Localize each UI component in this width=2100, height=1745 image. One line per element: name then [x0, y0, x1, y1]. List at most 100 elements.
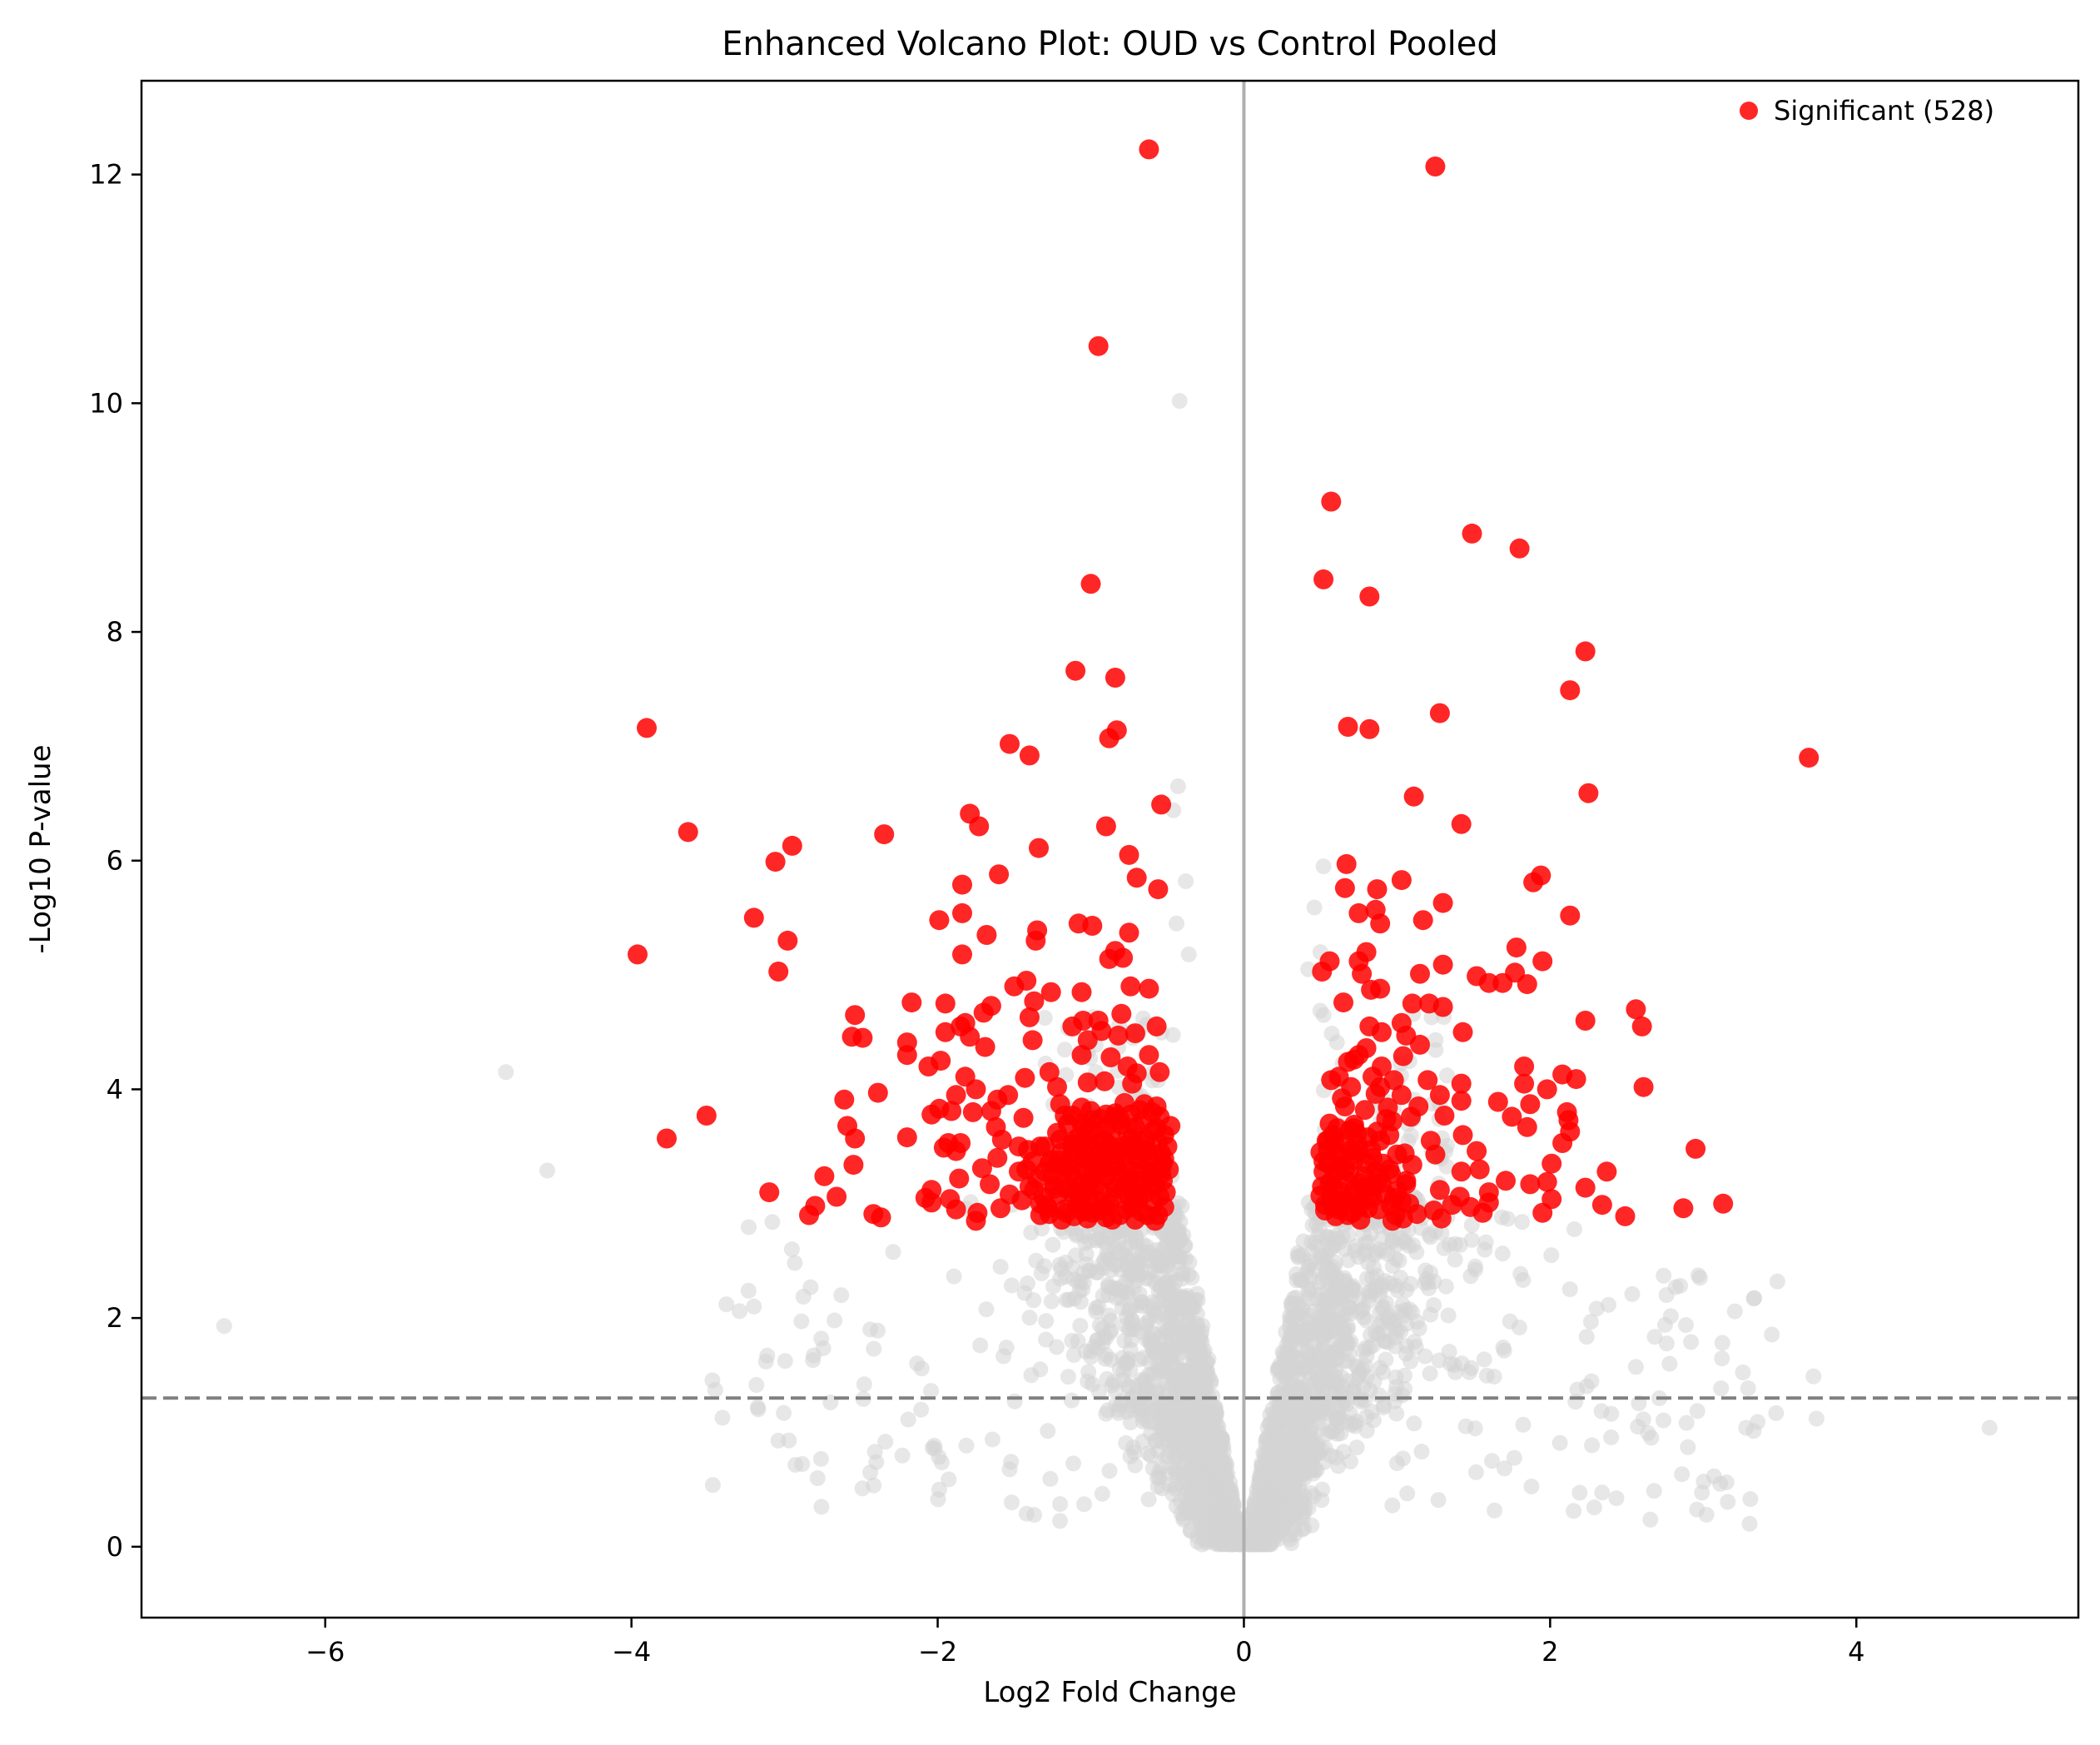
significant-point: [1334, 877, 1355, 898]
significant-point: [1560, 680, 1581, 701]
nonsignificant-point: [704, 1477, 721, 1494]
significant-point: [678, 822, 698, 843]
nonsignificant-point: [1288, 1307, 1304, 1324]
nonsignificant-point: [1658, 1335, 1675, 1352]
significant-point: [1451, 1073, 1472, 1094]
nonsignificant-point: [1064, 1392, 1080, 1409]
nonsignificant-point: [1038, 1331, 1055, 1348]
nonsignificant-point: [923, 1383, 940, 1399]
nonsignificant-point: [1393, 1270, 1409, 1286]
nonsignificant-point: [854, 1480, 871, 1497]
nonsignificant-point: [1292, 1454, 1308, 1471]
nonsignificant-point: [1361, 1340, 1378, 1356]
nonsignificant-point: [1168, 1429, 1184, 1445]
significant-point: [1056, 1178, 1077, 1199]
nonsignificant-point: [812, 1450, 829, 1467]
nonsignificant-point: [1207, 1499, 1224, 1516]
significant-point: [1532, 1202, 1553, 1223]
nonsignificant-point: [1036, 1010, 1053, 1027]
nonsignificant-point: [1337, 1241, 1353, 1257]
significant-point: [1352, 963, 1373, 984]
nonsignificant-point: [1514, 1214, 1531, 1230]
significant-point: [1492, 972, 1513, 993]
nonsignificant-point: [1104, 1377, 1120, 1394]
significant-point: [628, 944, 648, 965]
significant-point: [843, 1155, 864, 1176]
nonsignificant-point: [1713, 1380, 1730, 1397]
nonsignificant-point: [1413, 1444, 1430, 1460]
nonsignificant-point: [1328, 1351, 1345, 1368]
significant-point: [1431, 1208, 1452, 1229]
significant-point: [1363, 1176, 1384, 1197]
significant-point: [1016, 1159, 1037, 1180]
nonsignificant-point: [1467, 1464, 1484, 1480]
nonsignificant-point: [1182, 1523, 1199, 1539]
significant-point: [1015, 1067, 1035, 1088]
nonsignificant-point: [748, 1377, 765, 1393]
significant-point: [1099, 728, 1120, 748]
nonsignificant-point: [1300, 961, 1317, 977]
nonsignificant-point: [1578, 1329, 1595, 1345]
significant-point: [1088, 336, 1109, 356]
nonsignificant-point: [740, 1282, 757, 1299]
nonsignificant-point: [978, 1301, 995, 1318]
nonsignificant-point: [1358, 1409, 1375, 1425]
nonsignificant-point: [1266, 1430, 1283, 1447]
nonsignificant-point: [1402, 1127, 1419, 1144]
nonsignificant-point: [1288, 1399, 1304, 1416]
significant-point: [1575, 1011, 1596, 1031]
significant-point: [921, 1104, 942, 1125]
significant-point: [1403, 786, 1424, 807]
significant-point: [1514, 1073, 1535, 1094]
significant-point: [1336, 1171, 1357, 1191]
significant-point: [941, 1101, 962, 1121]
nonsignificant-point: [1101, 1463, 1118, 1479]
significant-point: [1626, 999, 1646, 1020]
nonsignificant-point: [1496, 1342, 1512, 1359]
y-axis-ticks: 0 2 4 6 8 10 12: [89, 159, 141, 1563]
nonsignificant-point: [866, 1340, 882, 1357]
significant-point: [946, 1141, 966, 1161]
nonsignificant-point: [992, 1259, 1009, 1275]
significant-point: [1062, 1106, 1083, 1126]
significant-point: [1452, 1022, 1473, 1042]
significant-point: [971, 1158, 992, 1179]
significant-point: [1137, 1205, 1158, 1225]
nonsignificant-point: [1571, 1484, 1588, 1501]
nonsignificant-point: [1348, 1439, 1365, 1456]
significant-point: [1146, 1016, 1167, 1037]
nonsignificant-point: [1122, 1414, 1139, 1431]
nonsignificant-point: [1566, 1221, 1582, 1237]
significant-point: [1432, 997, 1453, 1017]
nonsignificant-point: [1096, 1251, 1113, 1268]
x-tick-label: −6: [305, 1636, 345, 1668]
significant-point: [1051, 1210, 1072, 1230]
significant-point: [1799, 748, 1820, 768]
significant-point: [1560, 905, 1581, 926]
nonsignificant-point: [1341, 1299, 1358, 1315]
nonsignificant-point: [1447, 1364, 1464, 1380]
significant-point: [1073, 1173, 1094, 1194]
nonsignificant-point: [1593, 1403, 1610, 1419]
nonsignificant-point: [1319, 1259, 1336, 1275]
nonsignificant-point: [741, 1219, 757, 1235]
nonsignificant-point: [1339, 1321, 1356, 1338]
significant-point: [1119, 1186, 1139, 1207]
significant-point: [1000, 733, 1020, 754]
significant-point: [657, 1128, 677, 1149]
nonsignificant-point: [1402, 1353, 1419, 1370]
nonsignificant-point: [1398, 1338, 1415, 1355]
nonsignificant-point: [946, 1268, 962, 1285]
significant-point: [975, 1037, 995, 1057]
significant-point: [1401, 1106, 1421, 1127]
nonsignificant-point: [764, 1214, 781, 1230]
nonsignificant-point: [933, 1454, 950, 1470]
nonsignificant-point: [1189, 1349, 1206, 1365]
significant-point: [1631, 1016, 1652, 1037]
significant-point: [834, 1089, 855, 1110]
y-tick-label: 12: [89, 159, 123, 191]
nonsignificant-point: [885, 1244, 901, 1260]
nonsignificant-point: [1335, 1444, 1352, 1460]
nonsignificant-point: [1246, 1523, 1263, 1539]
significant-point: [1149, 1061, 1170, 1082]
